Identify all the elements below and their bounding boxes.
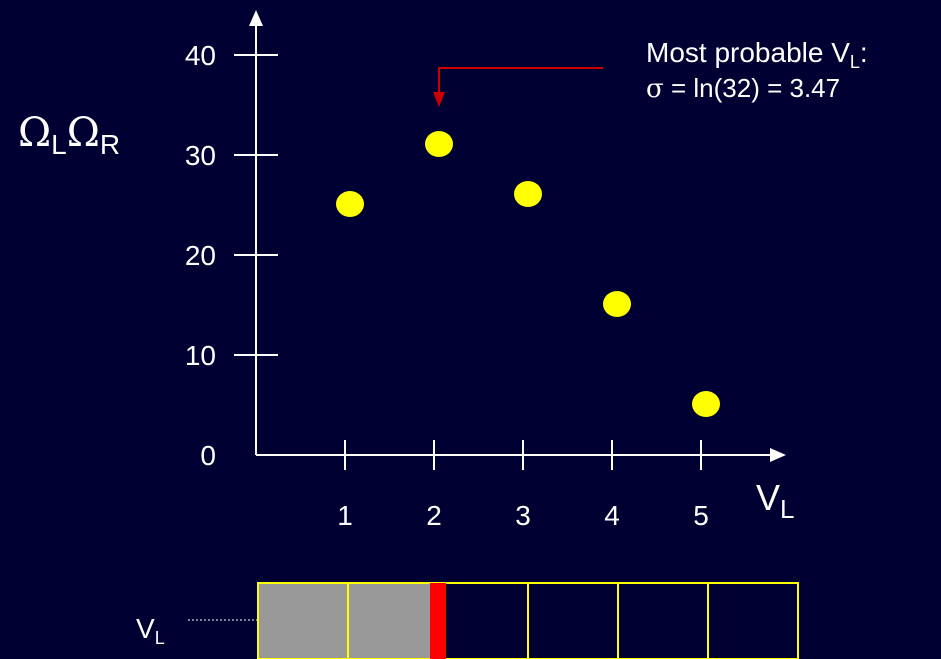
filled-cell	[257, 582, 349, 659]
data-point	[514, 181, 542, 207]
annotation-arrowhead	[433, 92, 445, 107]
data-point	[692, 391, 720, 417]
annotation: Most probable VL: σ = ln(32) = 3.47	[433, 37, 868, 107]
y-tick-label: 40	[185, 40, 216, 71]
data-point	[603, 291, 631, 317]
y-axis-arrowhead	[249, 10, 263, 26]
x-tick-label: 5	[693, 500, 709, 531]
x-tick-label: 3	[515, 500, 531, 531]
filled-cell	[347, 582, 439, 659]
annotation-line-1: Most probable VL:	[646, 37, 868, 72]
data-point	[336, 191, 364, 217]
partition-wall	[430, 583, 446, 659]
empty-cell	[707, 582, 799, 659]
empty-cell	[527, 582, 619, 659]
y-ticks: 0 10 20 30 40	[185, 40, 278, 471]
x-tick-label: 1	[337, 500, 353, 531]
x-tick-label: 2	[426, 500, 442, 531]
box-label: VL	[136, 613, 165, 648]
x-axis-arrowhead	[770, 448, 786, 462]
volume-box-diagram: VL	[136, 582, 799, 659]
empty-cell	[617, 582, 709, 659]
y-tick-label: 10	[185, 340, 216, 371]
annotation-arrow-line	[438, 67, 603, 92]
y-axis-title: ΩLΩR	[18, 110, 120, 160]
data-point	[425, 131, 453, 157]
y-tick-label: 20	[185, 240, 216, 271]
empty-cell	[437, 582, 529, 659]
data-points	[336, 131, 720, 417]
annotation-line-2: σ = ln(32) = 3.47	[646, 73, 840, 104]
y-tick-label: 30	[185, 140, 216, 171]
x-tick-label: 4	[604, 500, 620, 531]
box-cells	[257, 582, 799, 659]
x-ticks: 1 2 3 4 5	[337, 440, 709, 531]
x-axis-title: VL	[756, 477, 794, 524]
y-tick-label: 0	[200, 440, 216, 471]
